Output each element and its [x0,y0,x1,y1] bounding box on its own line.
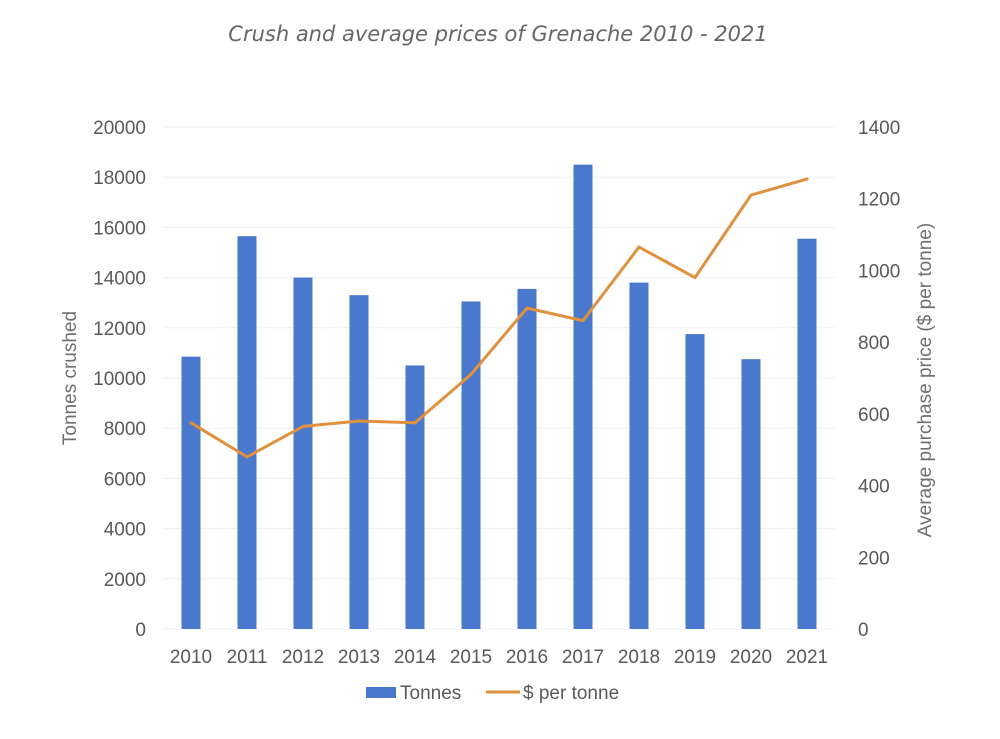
bar-2019 [685,334,705,629]
bar-2014 [405,365,425,629]
price-point-2019 [693,276,697,280]
x-tick-label-0: 2010 [170,647,212,668]
y-left-tick-label-4: 8000 [104,419,146,440]
x-tick-label-9: 2019 [674,647,716,668]
gridlines [163,126,835,630]
price-point-2015 [469,372,473,376]
y-left-tick-label-10: 20000 [93,118,146,139]
bar-2015 [461,301,481,629]
x-tick-label-5: 2015 [450,647,492,668]
bar-2018 [629,282,649,629]
x-tick-label-8: 2018 [618,647,660,668]
bars-tonnes [181,164,817,629]
price-point-2018 [637,245,641,249]
y-right-tick-label-0: 0 [858,620,869,641]
legend-label-price: $ per tonne [523,683,619,704]
price-point-2014 [413,421,417,425]
y-right-tick-label-6: 1200 [858,190,900,211]
price-point-2017 [581,319,585,323]
x-tick-label-1: 2011 [227,647,268,668]
y-left-tick-label-8: 16000 [93,218,146,239]
price-point-2016 [525,306,529,310]
price-point-2021 [805,177,809,181]
y-axis-right-title: Average purchase price ($ per tonne) [915,223,936,537]
y-axis-left-ticks: 0 2000 4000 6000 8000 10000 12000 14000 16000 180… [93,118,146,641]
price-line [190,177,808,459]
price-point-2013 [357,419,361,423]
y-left-tick-label-7: 14000 [93,269,146,290]
bar-2010 [181,356,201,629]
y-left-tick-label-1: 2000 [104,570,146,591]
y-right-tick-label-3: 600 [858,405,890,426]
bar-2012 [293,277,313,629]
bar-2021 [797,238,817,629]
y-axis-left-title: Tonnes crushed [60,311,81,445]
y-right-tick-label-1: 200 [858,548,890,569]
legend: Tonnes $ per tonne [366,683,619,704]
y-right-tick-label-2: 400 [858,477,890,498]
y-left-tick-label-5: 10000 [93,369,146,390]
price-point-2011 [245,455,249,459]
x-tick-label-10: 2020 [730,647,772,668]
x-tick-label-11: 2021 [786,647,828,668]
x-tick-label-6: 2016 [506,647,548,668]
x-axis-ticks: 2010 2011 2012 2013 2014 2015 2016 2017 2018 2019… [170,647,828,668]
price-point-2010 [189,421,193,425]
y-left-tick-label-2: 4000 [104,520,146,541]
y-left-tick-label-9: 18000 [93,168,146,189]
x-tick-label-2: 2012 [282,647,324,668]
y-right-tick-label-4: 800 [858,333,890,354]
bar-2017 [573,164,593,629]
y-right-tick-label-7: 1400 [858,118,900,139]
bar-2011 [237,236,257,629]
legend-label-tonnes: Tonnes [400,683,461,704]
price-point-2020 [749,193,753,197]
y-right-tick-label-5: 1000 [858,261,900,282]
price-point-2012 [301,424,305,428]
y-left-tick-label-0: 0 [135,620,146,641]
line-price [189,177,809,459]
legend-swatch-tonnes [366,687,396,698]
chart-title: Crush and average prices of Grenache 201… [228,22,767,46]
bar-2016 [517,288,537,629]
bar-2020 [741,359,761,629]
x-tick-label-4: 2014 [394,647,437,668]
x-tick-label-7: 2017 [562,647,604,668]
bar-2013 [349,295,369,629]
y-left-tick-label-6: 12000 [93,319,146,340]
y-axis-right-ticks: 0 200 400 600 800 1000 1200 1400 [858,118,900,641]
y-left-tick-label-3: 6000 [104,469,146,490]
x-tick-label-3: 2013 [338,647,380,668]
